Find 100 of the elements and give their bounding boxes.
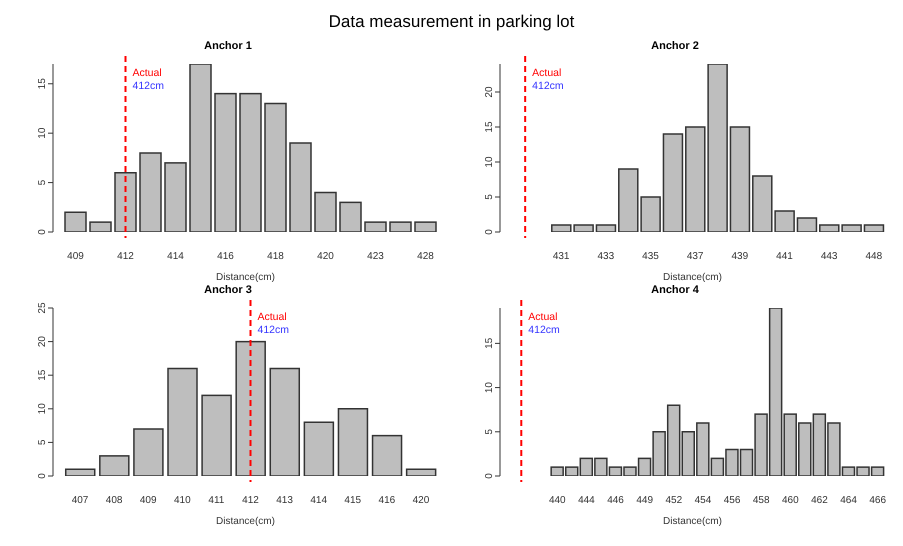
bar <box>414 221 437 232</box>
x-tick-label: 415 <box>344 495 362 506</box>
y-tick-label: 5 <box>37 439 48 446</box>
bar <box>685 126 706 232</box>
bar <box>819 224 840 232</box>
x-tick-label: 409 <box>140 495 158 506</box>
y-tick-label: 10 <box>484 156 495 168</box>
bar <box>389 221 412 232</box>
x-tick-label: 446 <box>607 495 624 506</box>
bar <box>270 368 300 476</box>
x-tick-label: 416 <box>217 251 234 262</box>
bar <box>364 221 387 232</box>
x-tick-label: 428 <box>417 251 434 262</box>
bar <box>214 92 237 232</box>
x-tick-label: 458 <box>752 495 770 506</box>
bar <box>551 224 572 232</box>
x-axis-title: Distance(cm) <box>216 272 275 283</box>
text: Actual <box>532 67 562 79</box>
y-tick-label: 20 <box>37 336 48 348</box>
y-tick-label: 5 <box>484 428 495 435</box>
bar <box>133 428 164 476</box>
ref-line-label: Actual <box>258 311 287 323</box>
bar <box>752 175 773 232</box>
bar <box>201 394 232 476</box>
bar <box>89 221 112 232</box>
bar <box>64 468 96 476</box>
chart-title: Anchor 4 <box>650 284 700 298</box>
x-tick-label: 409 <box>67 251 84 262</box>
text: Actual <box>528 311 558 323</box>
bar <box>289 142 312 232</box>
bar <box>264 102 287 232</box>
bar <box>339 202 362 232</box>
x-tick-label: 443 <box>820 251 838 262</box>
x-tick-label: 410 <box>174 495 192 506</box>
y-tick-label: 0 <box>37 228 48 235</box>
x-tick-label: 416 <box>378 495 396 506</box>
x-tick-label: 420 <box>412 495 430 506</box>
x-tick-label: 440 <box>548 495 566 506</box>
x-tick-label: 460 <box>782 495 800 506</box>
y-tick-label: 25 <box>37 302 48 314</box>
y-tick-label: 15 <box>37 78 48 90</box>
x-tick-label: 420 <box>317 251 334 262</box>
bar <box>64 211 87 232</box>
annotation: 412cm <box>258 324 290 336</box>
x-tick-label: 418 <box>267 251 284 262</box>
y-tick-label: 15 <box>484 121 495 133</box>
y-tick-label: 10 <box>484 382 495 394</box>
y-tick-label: 15 <box>37 369 48 381</box>
x-tick-label: 456 <box>724 495 741 506</box>
y-tick-label: 0 <box>484 472 495 479</box>
x-tick-label: 454 <box>694 495 712 506</box>
x-axis-title: Distance(cm) <box>663 516 722 527</box>
annotation: 412cm <box>132 80 164 92</box>
x-tick-label: 464 <box>840 495 858 506</box>
chart-title: Anchor 3 <box>203 284 253 298</box>
x-axis-title: Distance(cm) <box>216 516 275 527</box>
x-tick-label: 431 <box>552 251 570 262</box>
ref-line-label: Actual <box>132 67 162 79</box>
x-tick-label: 449 <box>636 495 654 506</box>
x-tick-label: 441 <box>776 251 794 262</box>
y-tick-label: 20 <box>484 86 495 98</box>
bar <box>406 468 436 476</box>
bar <box>235 340 266 476</box>
bar <box>239 92 262 232</box>
bar <box>338 408 368 476</box>
x-tick-label: 423 <box>367 251 384 262</box>
y-tick-label: 10 <box>37 127 48 139</box>
x-tick-label: 414 <box>167 251 184 262</box>
x-tick-label: 412 <box>242 495 260 506</box>
bar <box>314 192 337 232</box>
x-tick-label: 407 <box>72 495 89 506</box>
y-tick-label: 10 <box>37 402 48 414</box>
x-tick-label: 435 <box>642 251 660 262</box>
x-tick-label: 413 <box>276 495 294 506</box>
x-tick-label: 433 <box>597 251 615 262</box>
chart-title: Anchor 2 <box>650 40 700 54</box>
bar <box>99 455 130 476</box>
y-tick-label: 5 <box>484 194 495 200</box>
x-tick-label: 408 <box>106 495 123 506</box>
y-tick-label: 15 <box>484 337 495 349</box>
bar <box>114 172 137 232</box>
x-tick-label: 437 <box>686 251 704 262</box>
bar <box>304 421 334 476</box>
chart-title: Data measurement in parking lot <box>328 11 576 33</box>
x-tick-label: 448 <box>865 251 883 262</box>
bar <box>167 368 198 476</box>
x-tick-label: 462 <box>811 495 828 506</box>
y-tick-label: 5 <box>37 179 48 186</box>
annotation: 412cm <box>528 324 560 336</box>
bar <box>189 64 212 232</box>
x-tick-label: 452 <box>665 495 683 506</box>
bar <box>164 162 187 232</box>
x-tick-label: 414 <box>310 495 328 506</box>
x-axis-title: Distance(cm) <box>663 272 722 283</box>
chart-subtitle: Anchor 1 <box>203 40 253 54</box>
y-tick-label: 0 <box>37 472 48 479</box>
x-tick-label: 439 <box>731 251 749 262</box>
x-tick-label: 411 <box>208 495 225 506</box>
bar <box>618 168 639 232</box>
y-tick-label: 0 <box>484 228 495 235</box>
